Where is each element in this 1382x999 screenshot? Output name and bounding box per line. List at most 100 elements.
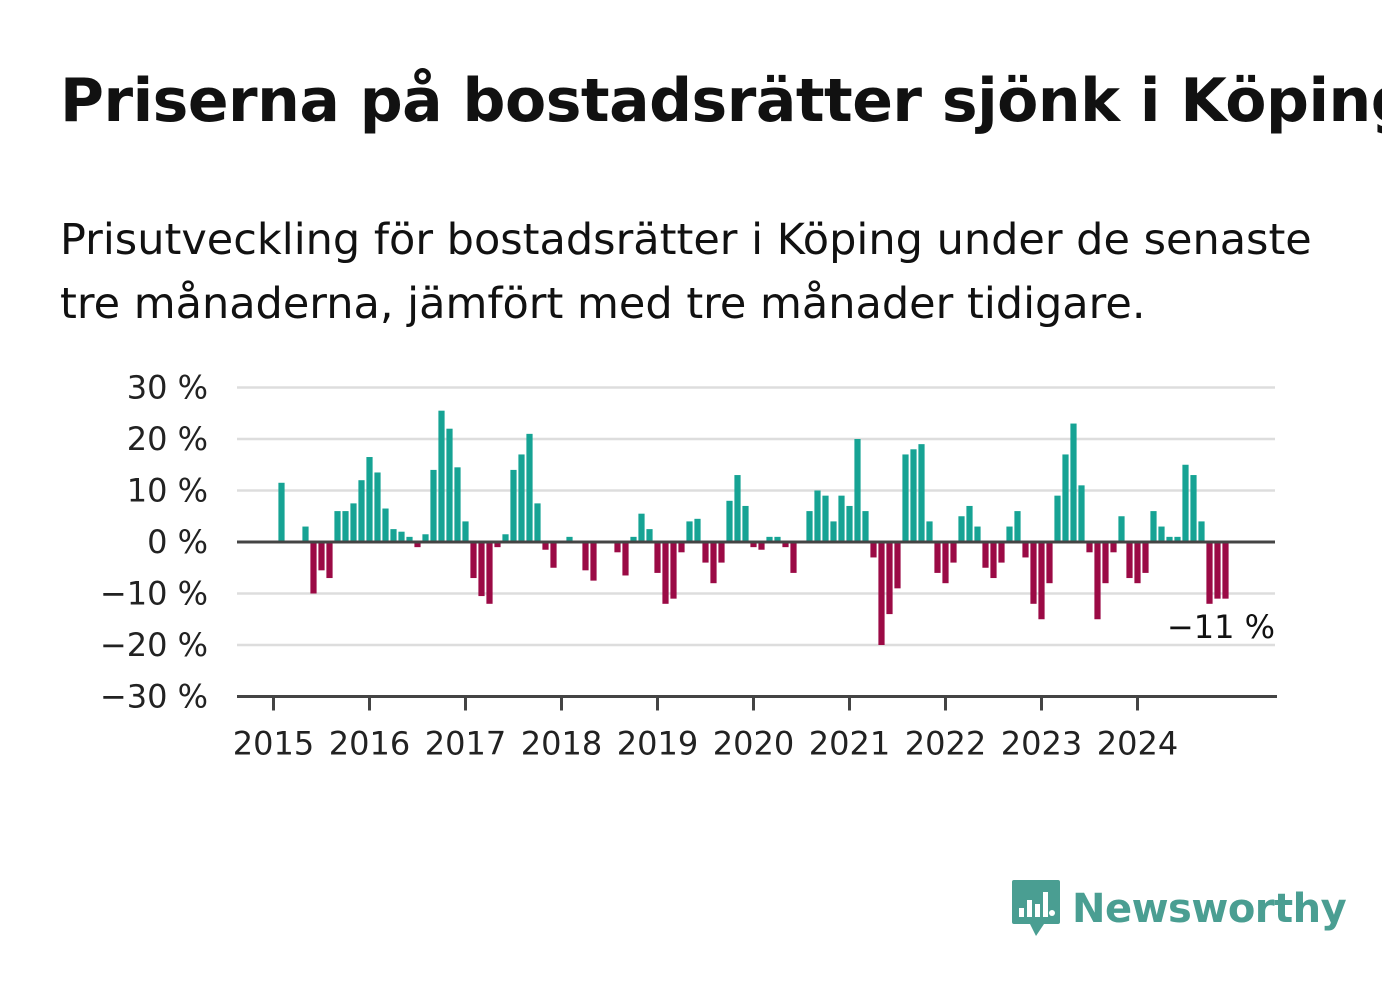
bar — [566, 536, 573, 542]
bar — [774, 536, 781, 542]
bar — [350, 503, 357, 542]
bar — [382, 508, 389, 542]
bar — [1150, 511, 1157, 542]
bar — [718, 542, 725, 563]
bar — [990, 542, 997, 579]
chart-title: Priserna på bostadsrätter sjönk i Köping — [60, 66, 1382, 136]
bar — [1174, 536, 1181, 542]
x-tick-label: 2018 — [521, 725, 602, 763]
bar — [502, 534, 509, 542]
bar — [662, 542, 669, 604]
bar — [374, 472, 381, 542]
bar — [758, 542, 765, 550]
bar — [1118, 516, 1125, 542]
x-tick-label: 2024 — [1097, 725, 1178, 763]
bar — [1014, 511, 1021, 542]
bar — [1126, 542, 1133, 579]
bar — [414, 542, 421, 548]
bar — [894, 542, 901, 589]
bar — [1222, 542, 1229, 599]
x-tick-label: 2017 — [425, 725, 506, 763]
bar — [846, 505, 853, 542]
bar — [974, 526, 981, 542]
bar — [486, 542, 493, 604]
y-tick-label: 10 % — [127, 472, 208, 510]
bar — [910, 449, 917, 542]
bar — [1054, 495, 1061, 542]
newsworthy-logo-icon — [1012, 880, 1060, 936]
y-axis-labels: 30 % 20 % 10 % 0 % −10 % −20 % −30 % — [100, 369, 208, 716]
bar — [950, 542, 957, 563]
bar — [1198, 521, 1205, 542]
bar — [918, 444, 925, 542]
bar — [678, 542, 685, 553]
bar — [750, 542, 757, 548]
bar — [1182, 464, 1189, 542]
bar — [790, 542, 797, 573]
last-value-annotation: −11 % — [1167, 608, 1275, 646]
bar — [1214, 542, 1221, 599]
bar — [670, 542, 677, 599]
bars — [278, 410, 1229, 645]
x-tick-label: 2016 — [329, 725, 410, 763]
bar — [942, 542, 949, 584]
bar — [782, 542, 789, 548]
bar — [742, 505, 749, 542]
bar — [702, 542, 709, 563]
bar — [590, 542, 597, 581]
bar — [438, 410, 445, 542]
bar — [838, 495, 845, 542]
bar — [1102, 542, 1109, 584]
bar — [446, 428, 453, 542]
bar — [878, 542, 885, 645]
x-tick-label: 2022 — [905, 725, 986, 763]
bar — [958, 516, 965, 542]
bar — [734, 475, 741, 542]
bar — [494, 542, 501, 548]
bar — [934, 542, 941, 573]
bar — [822, 495, 829, 542]
bar — [510, 469, 517, 542]
bar — [1206, 542, 1213, 604]
bar — [302, 526, 309, 542]
bar — [390, 529, 397, 542]
bar — [326, 542, 333, 579]
bar — [342, 511, 349, 542]
bar — [454, 467, 461, 542]
bar — [926, 521, 933, 542]
bar — [470, 542, 477, 579]
bar — [478, 542, 485, 597]
bar — [622, 542, 629, 576]
x-axis-labels: 2015 2016 2017 2018 2019 2020 2021 2022 2023 2024 — [233, 725, 1178, 763]
bar-chart: 30 %20 %10 %0 %−10 %−20 %−30 % 2015 2016 2… — [100, 369, 1279, 763]
x-tick-label: 2023 — [1001, 725, 1082, 763]
y-tick-label: 20 % — [127, 420, 208, 458]
bar — [334, 511, 341, 542]
bar — [1030, 542, 1037, 604]
newsworthy-logo: Newsworthy — [1010, 878, 1347, 940]
bar — [646, 529, 653, 542]
x-tick-label: 2019 — [617, 725, 698, 763]
bar — [1134, 542, 1141, 584]
y-tick-label: −30 % — [100, 678, 208, 716]
brand-name: Newsworthy — [1072, 886, 1347, 932]
bar — [1046, 542, 1053, 584]
bar — [1006, 526, 1013, 542]
y-tick-label: 0 % — [147, 523, 208, 561]
bar — [358, 480, 365, 542]
bar — [638, 513, 645, 542]
bar — [686, 521, 693, 542]
bar — [1038, 542, 1045, 620]
bar — [406, 536, 413, 542]
bar — [854, 439, 861, 542]
bar — [726, 500, 733, 542]
bar — [430, 469, 437, 542]
bar — [830, 521, 837, 542]
bar — [1022, 542, 1029, 558]
y-tick-label: −10 % — [100, 575, 208, 613]
bar — [998, 542, 1005, 563]
bar — [982, 542, 989, 568]
bar — [310, 542, 317, 594]
bar — [366, 457, 373, 542]
bar — [518, 454, 525, 542]
